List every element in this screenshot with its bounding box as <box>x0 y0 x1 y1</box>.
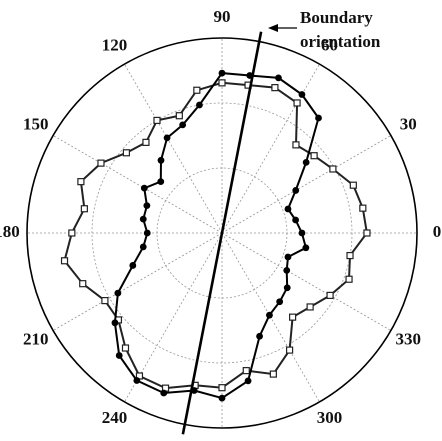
dot-marker <box>196 101 203 109</box>
square-marker <box>310 152 318 160</box>
square-marker <box>142 138 150 146</box>
square-marker <box>346 251 354 260</box>
dot-marker <box>179 121 187 129</box>
dot-marker <box>298 91 306 98</box>
square-marker <box>77 178 85 186</box>
theta-tick-label: 60 <box>321 36 338 55</box>
square-marker <box>242 367 250 375</box>
theta-tick-label: 150 <box>23 114 49 133</box>
square-marker <box>68 229 76 237</box>
boundary-line <box>181 31 263 435</box>
square-marker <box>121 344 130 352</box>
dot-marker <box>218 69 226 77</box>
square-marker <box>359 204 367 212</box>
theta-tick-label: 30 <box>400 114 417 133</box>
square-marker <box>329 165 337 173</box>
square-marker <box>101 297 109 305</box>
spoke <box>124 232 223 403</box>
dot-marker <box>139 215 147 223</box>
square-marker <box>326 291 334 299</box>
theta-tick-label: 270 <box>209 437 235 441</box>
dot-marker <box>139 243 147 251</box>
spoke <box>52 232 223 331</box>
series-line <box>63 81 368 390</box>
dot-marker <box>284 205 292 213</box>
spoke <box>221 135 392 234</box>
spoke <box>221 232 392 331</box>
dot-marker <box>143 202 151 210</box>
square-marker <box>306 303 314 311</box>
square-marker <box>271 84 279 92</box>
grid-circle <box>156 167 288 299</box>
theta-tick-label: 300 <box>317 408 343 427</box>
square-marker <box>122 149 130 157</box>
grid-circle <box>91 102 353 364</box>
dot-marker <box>115 352 123 359</box>
square-marker <box>218 384 226 392</box>
arrow-head <box>268 24 278 32</box>
dot-marker <box>284 253 292 261</box>
outer-circle <box>26 37 418 429</box>
dot-marker <box>276 298 284 306</box>
square-marker <box>363 229 371 237</box>
dot-marker <box>114 289 122 297</box>
dot-marker <box>160 389 168 397</box>
dot-marker <box>302 244 310 252</box>
dot-marker <box>143 229 151 237</box>
spoke <box>124 63 223 234</box>
dot-marker <box>315 114 322 122</box>
square-marker <box>269 370 277 378</box>
annotation-line: orientation <box>300 32 381 51</box>
spoke <box>221 63 320 234</box>
square-marker <box>289 313 297 321</box>
dot-marker <box>133 377 141 384</box>
dot-marker <box>140 184 148 192</box>
theta-tick-label: 120 <box>102 36 128 55</box>
square-marker <box>97 159 105 167</box>
square-marker <box>292 141 300 149</box>
annotation-line: Boundary <box>300 8 373 27</box>
theta-tick-label: 180 <box>0 222 20 241</box>
square-marker <box>80 205 88 213</box>
square-marker <box>193 86 201 94</box>
square-marker <box>293 99 301 107</box>
dot-marker <box>244 377 252 385</box>
square-marker <box>349 181 357 189</box>
dot-marker <box>302 158 310 166</box>
square-marker <box>286 346 294 354</box>
theta-tick-label: 0 <box>433 222 442 241</box>
dot-marker <box>298 229 306 237</box>
dot-marker <box>292 187 300 194</box>
dot-marker <box>283 284 291 292</box>
dot-marker <box>157 178 165 186</box>
dot-marker <box>292 216 300 224</box>
square-marker <box>345 275 353 283</box>
dot-marker <box>163 134 171 142</box>
square-marker <box>153 116 161 125</box>
square-marker <box>175 112 183 120</box>
dot-marker <box>157 156 165 164</box>
square-marker <box>60 257 69 265</box>
dot-marker <box>129 262 137 269</box>
dot-marker <box>275 74 282 82</box>
dot-marker <box>283 266 291 274</box>
theta-tick-label: 90 <box>214 7 231 26</box>
dot-marker <box>111 319 119 327</box>
square-marker <box>218 79 226 87</box>
theta-tick-label: 210 <box>23 329 49 348</box>
dot-marker <box>266 311 273 319</box>
theta-tick-label: 330 <box>395 329 421 348</box>
dot-marker <box>218 394 226 402</box>
dot-marker <box>256 332 263 340</box>
annotation: Boundary orientation <box>268 8 381 51</box>
spoke <box>52 135 223 234</box>
square-marker <box>79 280 87 288</box>
theta-tick-label: 240 <box>102 408 128 427</box>
